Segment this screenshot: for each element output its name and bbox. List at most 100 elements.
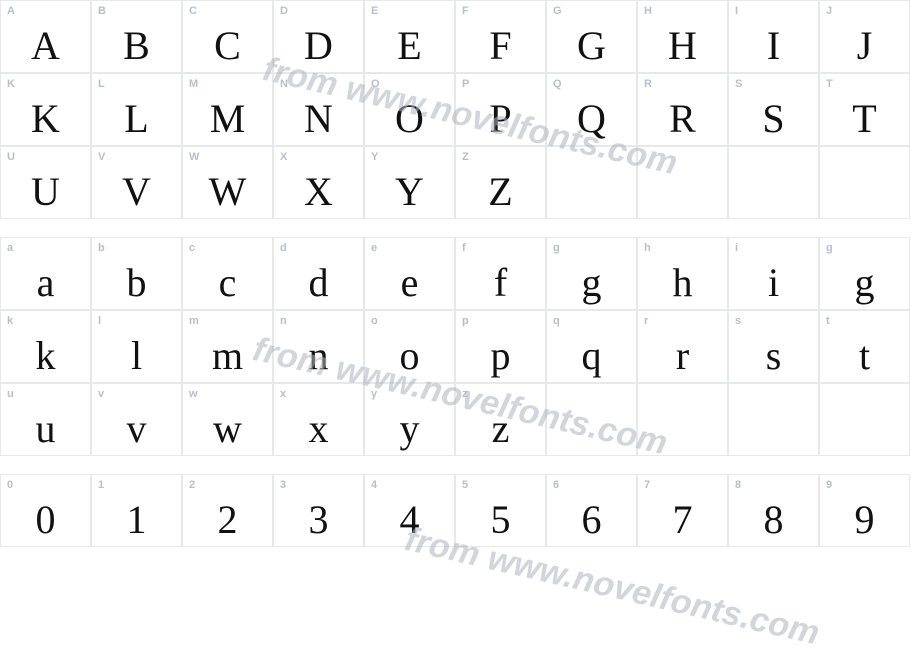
cell-glyph: P <box>489 99 511 139</box>
cell-key-label: Z <box>462 151 469 163</box>
cell-key-label: P <box>462 78 469 90</box>
cell-glyph: d <box>309 263 329 303</box>
cell-glyph: 1 <box>127 500 147 540</box>
cell-key-label: A <box>7 5 15 17</box>
cell-glyph: 3 <box>309 500 329 540</box>
cell-glyph: z <box>492 409 510 449</box>
cell-glyph: g <box>855 263 875 303</box>
cell-key-label: L <box>98 78 105 90</box>
cell-glyph: 5 <box>491 500 511 540</box>
cell-glyph: W <box>209 172 247 212</box>
section-gap <box>0 456 911 474</box>
glyph-cell-H: HH <box>637 0 728 73</box>
glyph-cell-A: AA <box>0 0 91 73</box>
cell-key-label: 4 <box>371 479 377 491</box>
glyph-cell-empty <box>819 146 910 219</box>
glyph-cell-S: SS <box>728 73 819 146</box>
glyph-cell-w: ww <box>182 383 273 456</box>
glyph-cell-1: 11 <box>91 474 182 547</box>
cell-key-label: 7 <box>644 479 650 491</box>
cell-glyph: A <box>31 26 60 66</box>
glyph-cell-L: LL <box>91 73 182 146</box>
glyph-cell-p: pp <box>455 310 546 383</box>
glyph-cell-5: 55 <box>455 474 546 547</box>
glyph-cell-G: GG <box>546 0 637 73</box>
cell-glyph: C <box>214 26 241 66</box>
cell-glyph: E <box>397 26 421 66</box>
cell-glyph: 8 <box>764 500 784 540</box>
cell-glyph: R <box>669 99 696 139</box>
glyph-cell-9: 99 <box>819 474 910 547</box>
glyph-cell-k: kk <box>0 310 91 383</box>
glyph-grid: AABBCCDDEEFFGGHHIIJJKKLLMMNNOOPPQQRRSSTT… <box>0 0 911 547</box>
cell-key-label: l <box>98 315 101 327</box>
cell-glyph: x <box>309 409 329 449</box>
glyph-cell-d: dd <box>273 237 364 310</box>
cell-glyph: D <box>304 26 333 66</box>
cell-glyph: Z <box>488 172 512 212</box>
cell-key-label: x <box>280 388 286 400</box>
cell-key-label: s <box>735 315 741 327</box>
cell-glyph: b <box>127 263 147 303</box>
glyph-cell-e: ee <box>364 237 455 310</box>
cell-key-label: q <box>553 315 560 327</box>
cell-key-label: B <box>98 5 106 17</box>
glyph-row: 00112233445566778899 <box>0 474 911 547</box>
glyph-cell-K: KK <box>0 73 91 146</box>
cell-glyph: f <box>494 263 507 303</box>
cell-key-label: i <box>735 242 738 254</box>
glyph-cell-q: qq <box>546 310 637 383</box>
cell-key-label: o <box>371 315 378 327</box>
cell-key-label: f <box>462 242 466 254</box>
cell-glyph: H <box>668 26 697 66</box>
cell-key-label: 6 <box>553 479 559 491</box>
cell-key-label: b <box>98 242 105 254</box>
cell-key-label: T <box>826 78 833 90</box>
glyph-cell-g: gg <box>546 237 637 310</box>
glyph-cell-s: ss <box>728 310 819 383</box>
glyph-cell-3: 33 <box>273 474 364 547</box>
glyph-cell-n: nn <box>273 310 364 383</box>
cell-key-label: N <box>280 78 288 90</box>
cell-key-label: u <box>7 388 14 400</box>
cell-glyph: 7 <box>673 500 693 540</box>
cell-glyph: m <box>212 336 243 376</box>
cell-glyph: c <box>219 263 237 303</box>
cell-key-label: R <box>644 78 652 90</box>
cell-key-label: S <box>735 78 742 90</box>
cell-key-label: C <box>189 5 197 17</box>
cell-key-label: 9 <box>826 479 832 491</box>
cell-key-label: h <box>644 242 651 254</box>
cell-key-label: y <box>371 388 377 400</box>
glyph-cell-Z: ZZ <box>455 146 546 219</box>
glyph-cell-l: ll <box>91 310 182 383</box>
glyph-row: UUVVWWXXYYZZ <box>0 146 911 219</box>
cell-key-label: F <box>462 5 469 17</box>
cell-glyph: O <box>395 99 424 139</box>
cell-key-label: D <box>280 5 288 17</box>
glyph-cell-N: NN <box>273 73 364 146</box>
section-gap <box>0 219 911 237</box>
cell-key-label: W <box>189 151 199 163</box>
glyph-row: aabbccddeeffgghhiigg <box>0 237 911 310</box>
cell-glyph: l <box>131 336 142 376</box>
cell-key-label: 2 <box>189 479 195 491</box>
glyph-cell-r: rr <box>637 310 728 383</box>
cell-key-label: 8 <box>735 479 741 491</box>
glyph-cell-g: gg <box>819 237 910 310</box>
section-digits: 00112233445566778899 <box>0 474 911 547</box>
cell-key-label: X <box>280 151 287 163</box>
glyph-cell-W: WW <box>182 146 273 219</box>
glyph-cell-O: OO <box>364 73 455 146</box>
cell-key-label: J <box>826 5 832 17</box>
cell-glyph: t <box>859 336 870 376</box>
glyph-cell-empty <box>637 146 728 219</box>
glyph-cell-D: DD <box>273 0 364 73</box>
glyph-cell-empty <box>546 146 637 219</box>
glyph-cell-m: mm <box>182 310 273 383</box>
cell-glyph: w <box>213 409 242 449</box>
glyph-cell-0: 00 <box>0 474 91 547</box>
cell-glyph: 4 <box>400 500 420 540</box>
cell-key-label: 5 <box>462 479 468 491</box>
cell-key-label: e <box>371 242 377 254</box>
